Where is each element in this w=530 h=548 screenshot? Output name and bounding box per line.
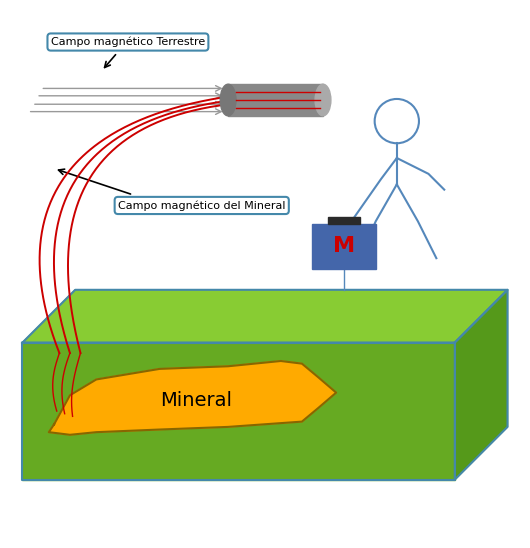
Polygon shape (455, 290, 508, 480)
Text: M: M (333, 236, 355, 256)
Bar (313, 224, 376, 269)
Ellipse shape (220, 84, 236, 116)
Text: Mineral: Mineral (161, 391, 233, 410)
Ellipse shape (315, 84, 331, 116)
Text: Campo magnético Terrestre: Campo magnético Terrestre (51, 37, 205, 47)
Text: Campo magnético del Mineral: Campo magnético del Mineral (118, 200, 286, 211)
Polygon shape (49, 361, 336, 435)
Polygon shape (22, 342, 455, 480)
Polygon shape (22, 290, 508, 342)
Bar (328, 217, 360, 224)
Bar (228, 84, 323, 116)
